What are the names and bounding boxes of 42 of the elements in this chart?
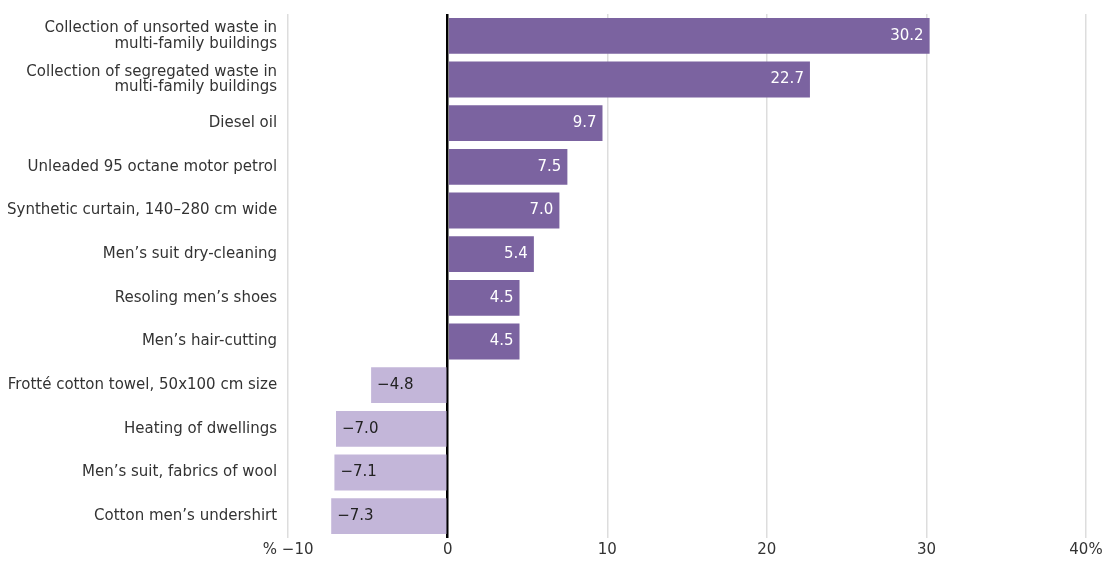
bar [448,192,560,229]
y-tick-label: Frotté cotton towel, 50x100 cm size [7,375,278,394]
data-label: 9.7 [572,113,597,132]
data-label: 5.4 [504,244,528,263]
y-tick-label: Men’s hair-cutting [141,331,278,350]
bar [448,17,930,54]
data-label: 7.5 [537,156,562,175]
y-tick-label: Resoling men’s shoes [114,287,278,306]
x-tick-label: 20 [757,539,777,558]
data-label: 7.0 [529,200,554,219]
y-tick-label: Synthetic curtain, 140–280 cm wide [6,200,278,219]
y-tick-label: Diesel oil [208,113,278,132]
x-tick-label: 40% [1069,539,1103,558]
data-label: 4.5 [489,331,514,350]
data-label: −7.1 [340,462,377,481]
x-tick-label: 0 [442,539,453,558]
data-label: −4.8 [377,375,414,394]
bar [448,236,534,273]
y-tick-label: Collection of unsorted waste in multi-family buildings [44,17,278,52]
y-tick-label: Collection of segregated waste in multi-family buildings [26,61,278,96]
bar [448,105,603,142]
x-tick-label: 30 [916,539,936,558]
y-tick-label: Men’s suit, fabrics of wool [82,462,278,481]
bar [448,61,810,98]
x-tick-label: % −10 [262,539,314,558]
bar [448,148,568,185]
data-label: −7.0 [342,418,379,437]
bar [448,323,520,360]
y-tick-label: Heating of dwellings [123,418,278,437]
data-label: −7.3 [337,506,374,525]
bar [371,367,447,404]
bar [331,498,447,535]
y-tick-label: Men’s suit dry-cleaning [102,244,278,263]
bar [334,454,447,491]
data-label: 22.7 [770,69,804,88]
y-tick-label: Unleaded 95 octane motor petrol [27,156,278,175]
x-tick-label: 10 [597,539,617,558]
bar [448,279,520,316]
data-label: 30.2 [890,25,924,44]
data-label: 4.5 [489,287,514,306]
bar [336,410,447,447]
y-tick-label: Cotton men’s undershirt [94,506,278,525]
